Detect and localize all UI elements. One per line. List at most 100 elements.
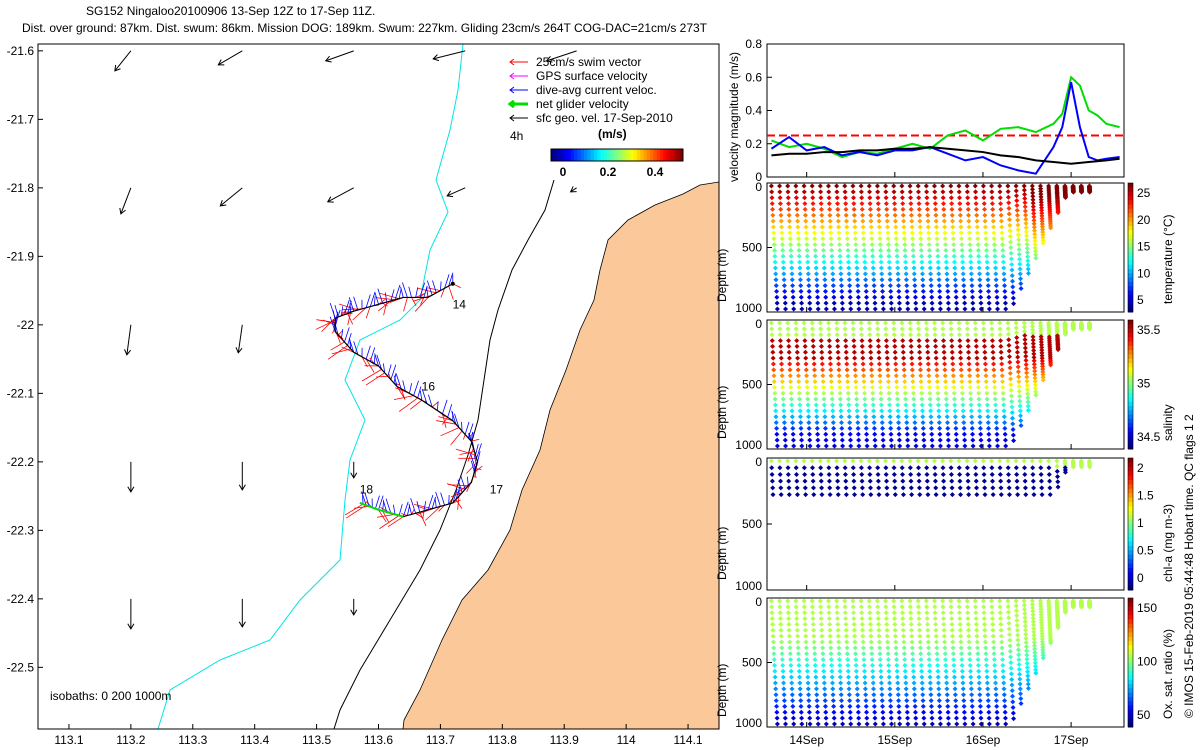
profile-point — [1018, 281, 1024, 287]
profile-point — [1009, 273, 1015, 279]
profile-point — [966, 492, 972, 498]
profile-point — [796, 390, 802, 396]
profile-point — [780, 668, 786, 674]
profile-point — [884, 485, 890, 491]
profile-point — [969, 425, 975, 431]
profile-point — [859, 332, 865, 338]
profile-point — [953, 698, 959, 704]
profile-point — [1024, 378, 1030, 384]
colorbar-segment — [676, 149, 680, 161]
profile-point — [790, 420, 796, 426]
profile-point — [1017, 671, 1023, 677]
profile-point — [769, 616, 775, 622]
profile-point — [949, 627, 955, 633]
profile-point — [1040, 232, 1046, 238]
profile-point — [993, 408, 999, 414]
profile-point — [992, 396, 998, 402]
profile-point — [871, 420, 877, 426]
profile-point — [846, 408, 852, 414]
profile-point — [991, 651, 997, 657]
profile-point — [786, 616, 792, 622]
profile-point — [934, 379, 940, 385]
profile-point — [858, 598, 864, 604]
profile-point — [961, 414, 967, 420]
profile-point — [940, 458, 946, 464]
profile-point — [918, 236, 924, 242]
section-colorbar-segment — [1128, 658, 1133, 663]
profile-point — [899, 195, 905, 201]
profile-point — [883, 616, 889, 622]
profile-point — [927, 265, 933, 271]
profile-point — [961, 288, 967, 294]
map-x-tick-label: 113.1 — [54, 733, 83, 747]
profile-point — [937, 425, 943, 431]
profile-point — [835, 218, 841, 224]
profile-point — [926, 230, 932, 236]
profile-point — [860, 224, 866, 230]
profile-point — [829, 674, 835, 680]
profile-point — [918, 384, 924, 390]
profile-point — [969, 692, 975, 698]
profile-point — [782, 431, 788, 437]
profile-point — [905, 437, 911, 443]
colorbar-segment — [617, 149, 621, 161]
profile-point — [797, 396, 803, 402]
profile-point — [827, 224, 833, 230]
profile-point — [806, 425, 812, 431]
profile-point — [1000, 242, 1006, 248]
section-colorbar-segment — [1128, 528, 1133, 534]
profile-point — [978, 437, 984, 443]
profile-point — [771, 242, 777, 248]
profile-point — [893, 224, 899, 230]
profile-point — [895, 265, 901, 271]
profile-point — [875, 201, 881, 207]
map-y-tick-label: -21.6 — [7, 44, 35, 58]
profile-point — [1015, 642, 1021, 648]
profile-point — [835, 633, 841, 639]
profile-point — [855, 698, 861, 704]
profile-point — [877, 645, 883, 651]
profile-point — [852, 639, 858, 645]
profile-point — [812, 379, 818, 385]
profile-point — [793, 458, 799, 464]
profile-point — [973, 332, 979, 338]
profile-point — [1017, 681, 1023, 687]
profile-point — [853, 662, 859, 668]
profile-point — [998, 616, 1004, 622]
profile-point — [918, 242, 924, 248]
profile-point — [905, 300, 911, 306]
profile-point — [910, 379, 916, 385]
profile-point — [839, 425, 845, 431]
section-colorbar-segment — [1128, 406, 1133, 411]
profile-point — [1039, 353, 1045, 359]
profile-point — [894, 396, 900, 402]
profile-point — [786, 206, 792, 212]
profile-point — [827, 633, 833, 639]
profile-point — [887, 265, 893, 271]
profile-point — [820, 379, 826, 385]
section-colorbar-segment — [1128, 324, 1133, 330]
profile-point — [959, 657, 965, 663]
depth-tick-label: 500 — [742, 517, 762, 531]
profile-point — [837, 253, 843, 259]
profile-point — [1007, 222, 1013, 228]
section-colorbar-segment — [1128, 462, 1133, 468]
dac-vector — [421, 388, 428, 404]
profile-point — [924, 471, 930, 477]
geo-velocity-arrowhead — [350, 472, 358, 479]
profile-point — [823, 443, 829, 449]
profile-point — [822, 277, 828, 283]
profile-point — [772, 668, 778, 674]
profile-point — [909, 355, 915, 361]
profile-point — [770, 355, 776, 361]
profile-point — [994, 703, 1000, 709]
profile-point — [1070, 326, 1076, 332]
profile-point — [863, 414, 869, 420]
map-x-tick-label: 114 — [617, 733, 636, 747]
profile-point — [1001, 680, 1007, 686]
profile-point — [998, 492, 1004, 498]
profile-point — [928, 271, 934, 277]
profile-point — [932, 478, 938, 484]
colorbar-tick-label: 0 — [560, 165, 567, 179]
profile-point — [861, 662, 867, 668]
